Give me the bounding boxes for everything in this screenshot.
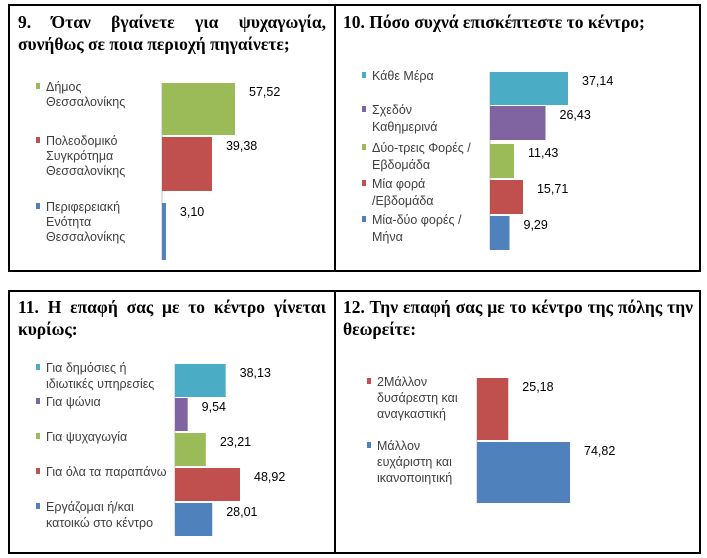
category-label: Για δημόσιες ή: [46, 361, 126, 375]
chart-title-q12: 12. Την επαφή σας με το κέντρο της πόλης…: [343, 297, 693, 339]
data-label: 25,18: [522, 380, 553, 394]
category-label: Εργάζομαι ή/και: [46, 500, 134, 514]
category-label: Μία-δύο φορές /: [372, 213, 462, 227]
bar: [175, 398, 188, 431]
chart-panel-q12: [334, 290, 701, 554]
category-label: Δήμος: [46, 80, 81, 94]
category-label: Μήνα: [372, 230, 403, 244]
bar: [490, 72, 568, 105]
data-label: 57,52: [249, 85, 280, 99]
category-label: Για όλα τα παραπάνω: [46, 465, 167, 479]
bar: [162, 137, 212, 191]
category-label: Συγκρότημα: [46, 149, 113, 163]
data-label: 23,21: [220, 435, 251, 449]
data-label: 38,13: [240, 366, 271, 380]
category-label: δυσάρεστη και: [377, 391, 458, 405]
category-label: Δύο-τρεις Φορές /: [372, 141, 471, 155]
bar: [162, 203, 166, 260]
bar: [162, 83, 235, 135]
chart-title-q9: 9. Όταν βγαίνετε για ψυχαγωγία, συνήθως …: [18, 12, 326, 54]
legend-marker: [36, 364, 40, 370]
data-label: 39,38: [226, 139, 257, 153]
category-label: Καθημερινά: [372, 120, 437, 134]
legend-marker: [36, 203, 40, 209]
category-label: Μία φορά: [372, 177, 425, 191]
legend-marker: [362, 72, 366, 78]
legend-marker: [36, 503, 40, 509]
bar: [477, 442, 570, 503]
category-label: Κάθε Μέρα: [372, 69, 434, 83]
legend-marker: [367, 378, 371, 384]
data-label: 3,10: [180, 205, 204, 219]
category-label: Θεσσαλονίκης: [46, 95, 125, 109]
legend-marker: [36, 468, 40, 474]
chart-title-q10: 10. Πόσο συχνά επισκέπτεστε το κέντρο;: [343, 12, 645, 32]
data-label: 11,43: [528, 146, 558, 160]
category-label: Πολεοδομικό: [46, 134, 118, 148]
category-label: ικανοποιητική: [377, 471, 452, 485]
legend-marker: [36, 137, 40, 143]
category-label: /Εβδομάδα: [372, 194, 434, 208]
category-label: ευχάριστη και: [377, 455, 452, 469]
chart-title-q11: 11. Η επαφή σας με το κέντρο γίνεται κυρ…: [18, 297, 326, 339]
bar: [490, 216, 510, 250]
legend-marker: [36, 83, 40, 89]
category-label: αναγκαστική: [377, 407, 446, 421]
bar: [175, 364, 226, 397]
legend-marker: [367, 442, 371, 448]
category-label: Ενότητα: [46, 215, 91, 229]
legend-marker: [362, 180, 366, 186]
category-label: Θεσσαλονίκης: [46, 164, 125, 178]
category-label: Μάλλον: [377, 439, 420, 453]
chart-panel-q11: [8, 290, 336, 554]
bar: [175, 503, 213, 536]
data-label: 15,71: [537, 182, 568, 196]
data-label: 28,01: [226, 505, 257, 519]
category-label: Εβδομάδα: [372, 158, 430, 172]
data-label: 48,92: [254, 470, 285, 484]
data-label: 37,14: [582, 74, 613, 88]
category-label: Θεσσαλονίκης: [46, 230, 125, 244]
bar: [490, 144, 515, 178]
data-label: 9,54: [202, 400, 226, 414]
category-label: Για ψυχαγωγία: [46, 430, 127, 444]
data-label: 26,43: [560, 108, 591, 122]
data-label: 9,29: [524, 218, 548, 232]
legend-marker: [36, 433, 40, 439]
category-label: Για ψώνια: [46, 395, 101, 409]
legend-marker: [362, 144, 366, 150]
legend-marker: [362, 106, 366, 112]
legend-marker: [36, 398, 40, 404]
bar: [490, 180, 523, 214]
legend-marker: [362, 216, 366, 222]
bar: [175, 433, 206, 466]
category-label: Σχεδόν: [372, 103, 412, 117]
bar: [175, 468, 240, 501]
category-label: ιδιωτικές υπηρεσίες: [46, 377, 154, 391]
category-label: 2Μάλλον: [377, 375, 427, 389]
category-label: κατοικώ στο κέντρο: [46, 516, 153, 530]
data-label: 74,82: [584, 444, 615, 458]
bar: [477, 378, 509, 440]
category-label: Περιφερειακή: [46, 200, 120, 214]
bar: [490, 106, 546, 140]
